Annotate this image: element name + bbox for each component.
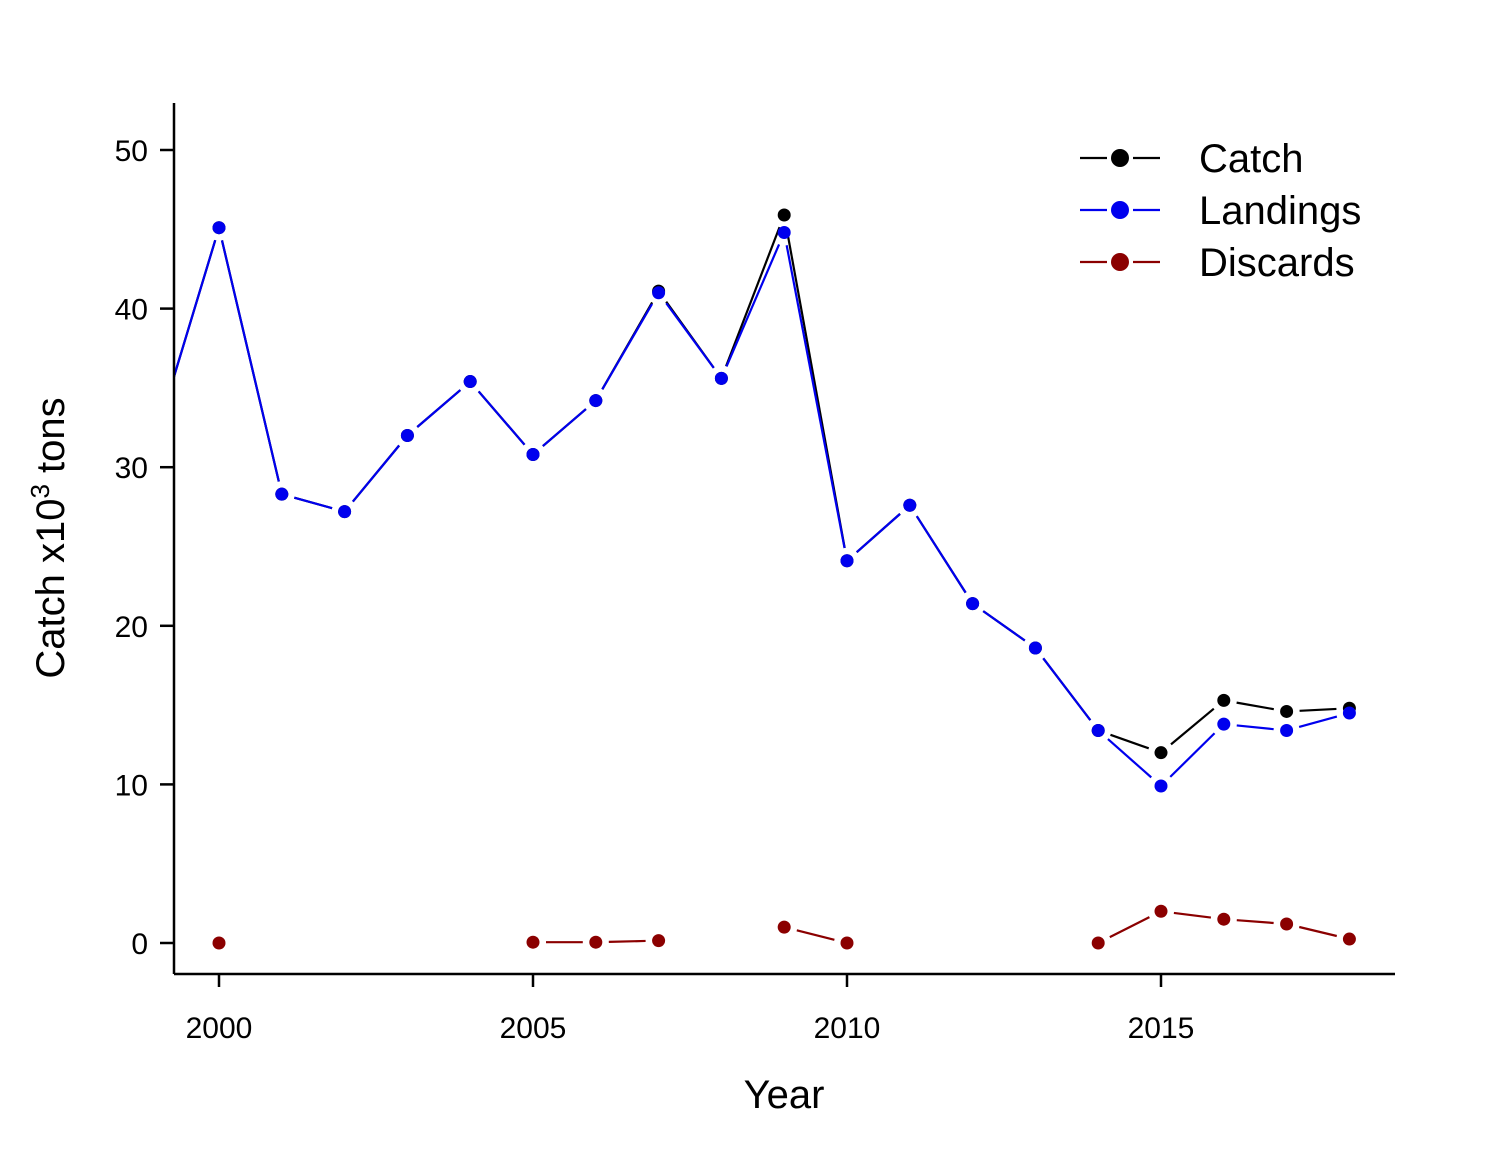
landings-point xyxy=(400,428,414,442)
landings-line-segment xyxy=(1236,724,1274,731)
legend-item-discards: Discards xyxy=(1080,241,1355,285)
discards-point xyxy=(840,936,854,950)
catch-line-segment xyxy=(1110,733,1150,750)
catch-point xyxy=(777,208,791,222)
x-tick-label: 2010 xyxy=(814,1012,881,1045)
legend-label-catch: Catch xyxy=(1199,137,1304,181)
catch-point xyxy=(1280,704,1294,718)
landings-line-segment xyxy=(982,610,1026,642)
ticks-layer: 2000 2005 2010 2015 0 10 20 30 40 50 xyxy=(115,135,1195,1045)
y-axis-title-tail: tons xyxy=(29,397,73,484)
landings-point xyxy=(212,221,226,235)
landings-line-segment xyxy=(601,303,654,390)
landings-point xyxy=(589,394,603,408)
landings-point xyxy=(1217,717,1231,731)
landings-point xyxy=(1342,706,1356,720)
axes-layer xyxy=(172,103,1395,976)
landings-line-segment xyxy=(352,444,400,503)
y-tick-label: 10 xyxy=(115,769,148,802)
discards-line-segment xyxy=(796,929,835,941)
legend-marker-discards xyxy=(1111,253,1129,271)
landings-point xyxy=(840,554,854,568)
landings-point xyxy=(714,371,728,385)
discards-series xyxy=(212,904,1356,950)
landings-line-segment xyxy=(856,513,901,553)
discards-point xyxy=(1091,936,1105,950)
discards-point xyxy=(526,935,540,949)
landings-line-segment xyxy=(725,243,781,367)
legend-item-catch: Catch xyxy=(1080,137,1304,181)
discards-point xyxy=(1342,932,1356,946)
legend-label-landings: Landings xyxy=(1199,189,1361,233)
landings-line-segment xyxy=(542,408,587,447)
discards-line-segment xyxy=(1236,919,1274,925)
landings-line-segment xyxy=(416,389,462,428)
x-tick-label: 2000 xyxy=(186,1012,253,1045)
y-tick-label: 0 xyxy=(131,928,148,961)
landings-line-segment xyxy=(220,240,280,482)
legend: Catch Landings Discards xyxy=(1080,137,1361,285)
legend-label-discards: Discards xyxy=(1199,241,1355,285)
y-tick-label: 30 xyxy=(115,452,148,485)
catch-point xyxy=(1217,693,1231,707)
discards-line-segment xyxy=(1173,911,1212,919)
landings-point xyxy=(1280,723,1294,737)
discards-point xyxy=(1280,917,1294,931)
legend-marker-catch xyxy=(1111,149,1129,167)
legend-marker-landings xyxy=(1111,201,1129,219)
landings-point xyxy=(652,286,666,300)
landings-line-segment xyxy=(1298,715,1338,729)
landings-point xyxy=(1091,723,1105,737)
landings-line-segment xyxy=(1042,657,1092,721)
x-tick-label: 2005 xyxy=(500,1012,567,1045)
landings-point xyxy=(777,225,791,239)
y-axis-title-base: Catch x10 xyxy=(29,499,73,679)
catch-line-segment xyxy=(1170,707,1215,746)
landings-line-segment xyxy=(665,302,715,369)
discards-point xyxy=(212,936,226,950)
y-tick-label: 50 xyxy=(115,135,148,168)
catch-line-segment xyxy=(1299,707,1337,712)
catch-point xyxy=(1154,746,1168,760)
landings-point xyxy=(338,505,352,519)
landings-point xyxy=(463,375,477,389)
y-tick-label: 20 xyxy=(115,611,148,644)
discards-line-segment xyxy=(1298,925,1338,938)
landings-point xyxy=(1154,779,1168,793)
discards-line-segment xyxy=(1109,916,1150,939)
catch-line-segment xyxy=(725,226,781,367)
y-axis-title: Catch x103 tons xyxy=(25,397,73,678)
catch-line-segment xyxy=(1236,701,1274,711)
landings-line-segment xyxy=(785,245,846,549)
landings-point xyxy=(966,597,980,611)
series-layer xyxy=(174,208,1356,950)
discards-point xyxy=(1154,904,1168,918)
legend-item-landings: Landings xyxy=(1080,189,1361,233)
landings-point xyxy=(903,498,917,512)
landings-line-segment xyxy=(915,515,967,594)
discards-point xyxy=(777,920,791,934)
landings-point xyxy=(1028,641,1042,655)
landings-line-segment xyxy=(1107,738,1152,779)
discards-point xyxy=(589,935,603,949)
landings-line-segment xyxy=(294,496,333,510)
y-axis-title-sup: 3 xyxy=(25,484,55,498)
x-axis-title: Year xyxy=(744,1073,825,1117)
landings-point xyxy=(275,487,289,501)
discards-point xyxy=(652,934,666,948)
x-tick-label: 2015 xyxy=(1128,1012,1195,1045)
discards-line-segment xyxy=(608,939,646,943)
landings-point xyxy=(526,448,540,462)
landings-line-segment xyxy=(477,390,526,446)
y-tick-label: 40 xyxy=(115,294,148,327)
landings-line-segment xyxy=(1169,732,1216,778)
landings-line-segment xyxy=(174,239,217,381)
landings-series xyxy=(174,221,1356,793)
discards-point xyxy=(1217,912,1231,926)
